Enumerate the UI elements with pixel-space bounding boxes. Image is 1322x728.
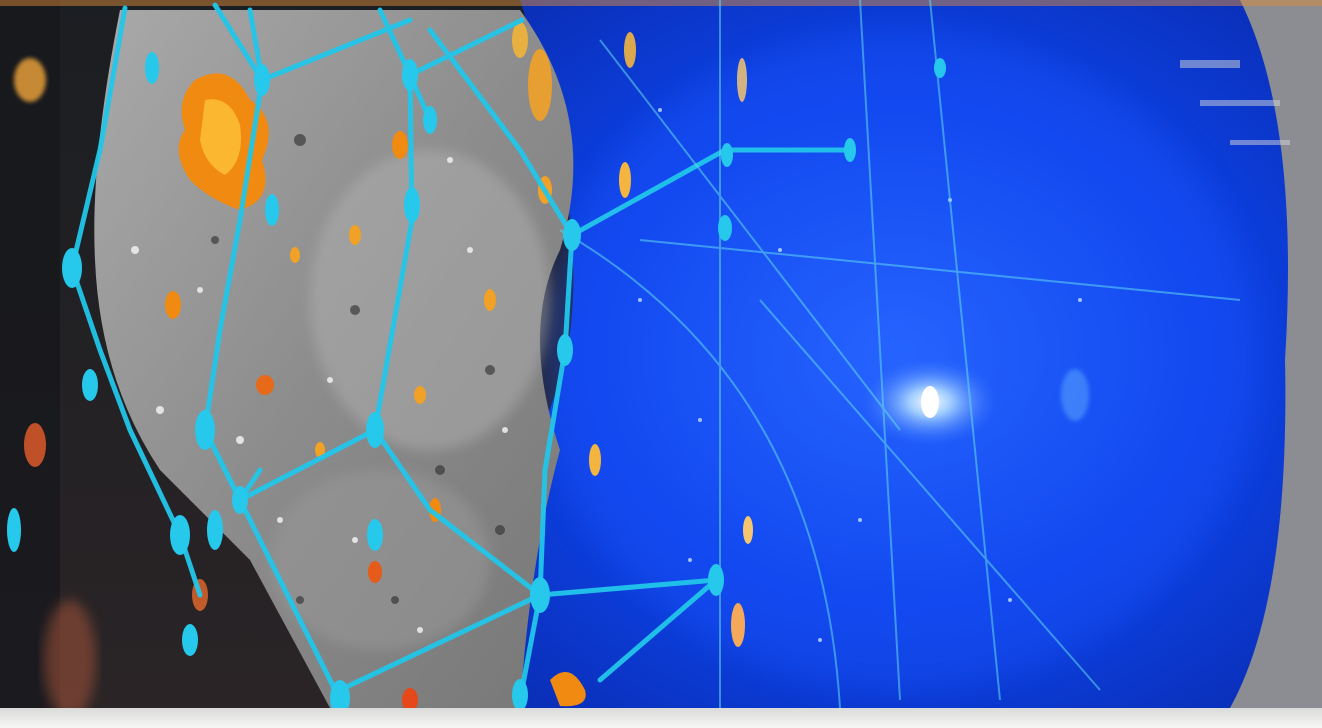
page-bottom-edge <box>0 708 1322 728</box>
network-nodes <box>7 52 946 716</box>
